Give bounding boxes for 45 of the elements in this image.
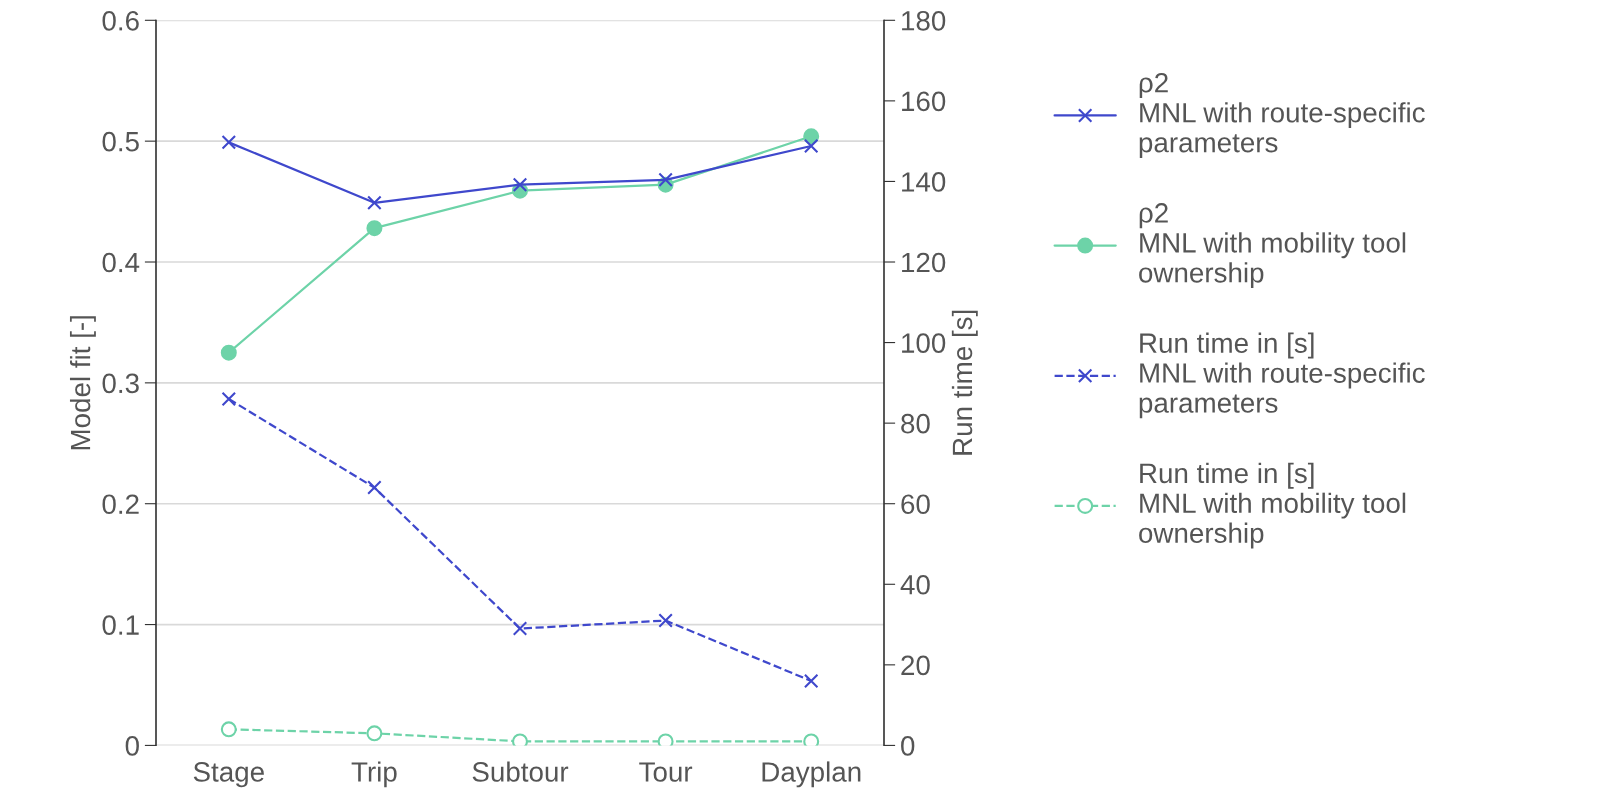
y-axis-title: Model fit [-]: [69, 316, 96, 450]
y-tick-label: 0.2: [102, 494, 139, 515]
y2-tick-label: 20: [901, 655, 930, 676]
point: [221, 135, 237, 150]
point: [803, 673, 819, 689]
y2-tick-label: 100: [902, 333, 946, 353]
y2-tick-label: 180: [902, 10, 946, 31]
x-tick-label: Dayplan: [762, 761, 861, 788]
legend-label: ρ2 MNL with route-specific parameters: [1139, 72, 1425, 158]
point: [220, 721, 237, 738]
point: [512, 177, 528, 192]
y2-tick-label: 40: [900, 574, 930, 595]
point: [803, 138, 819, 154]
x-tick-label: Stage: [193, 762, 264, 788]
point: [367, 480, 382, 495]
y2-tick-label: 160: [902, 91, 946, 112]
point: [220, 344, 237, 361]
point: [803, 733, 820, 746]
y2-axis-title: Run time [s]: [951, 310, 978, 455]
point: [657, 733, 674, 746]
legend-label: Run time in [s] MNL with mobility tool ownership: [1139, 462, 1406, 549]
x-tick-label: Subtour: [472, 761, 569, 782]
y2-tick-label: 140: [902, 172, 946, 192]
point: [367, 195, 382, 211]
point: [512, 621, 528, 636]
legend-label: ρ2 MNL with mobility tool ownership: [1139, 203, 1406, 289]
y2-tick-label: 120: [902, 252, 946, 273]
point: [366, 725, 383, 742]
y-tick-label: 0: [125, 736, 139, 756]
y-tick-label: 0.4: [102, 252, 140, 273]
point: [512, 733, 528, 746]
y2-tick-label: 60: [901, 494, 930, 515]
point: [658, 172, 673, 188]
y2-tick-label: 0: [901, 736, 915, 756]
legend-label: Run time in [s] MNL with route-specific parameters: [1139, 332, 1425, 419]
x-tick-label: Tour: [639, 762, 693, 782]
y2-tick-label: 80: [901, 413, 930, 434]
x-tick-label: Trip: [351, 761, 397, 788]
y-tick-label: 0.3: [102, 373, 139, 394]
y-tick-label: 0.6: [102, 10, 139, 31]
point: [221, 391, 237, 407]
point: [366, 220, 383, 237]
y-tick-label: 0.5: [102, 131, 139, 152]
point: [658, 613, 673, 628]
y-tick-label: 0.1: [102, 615, 139, 635]
